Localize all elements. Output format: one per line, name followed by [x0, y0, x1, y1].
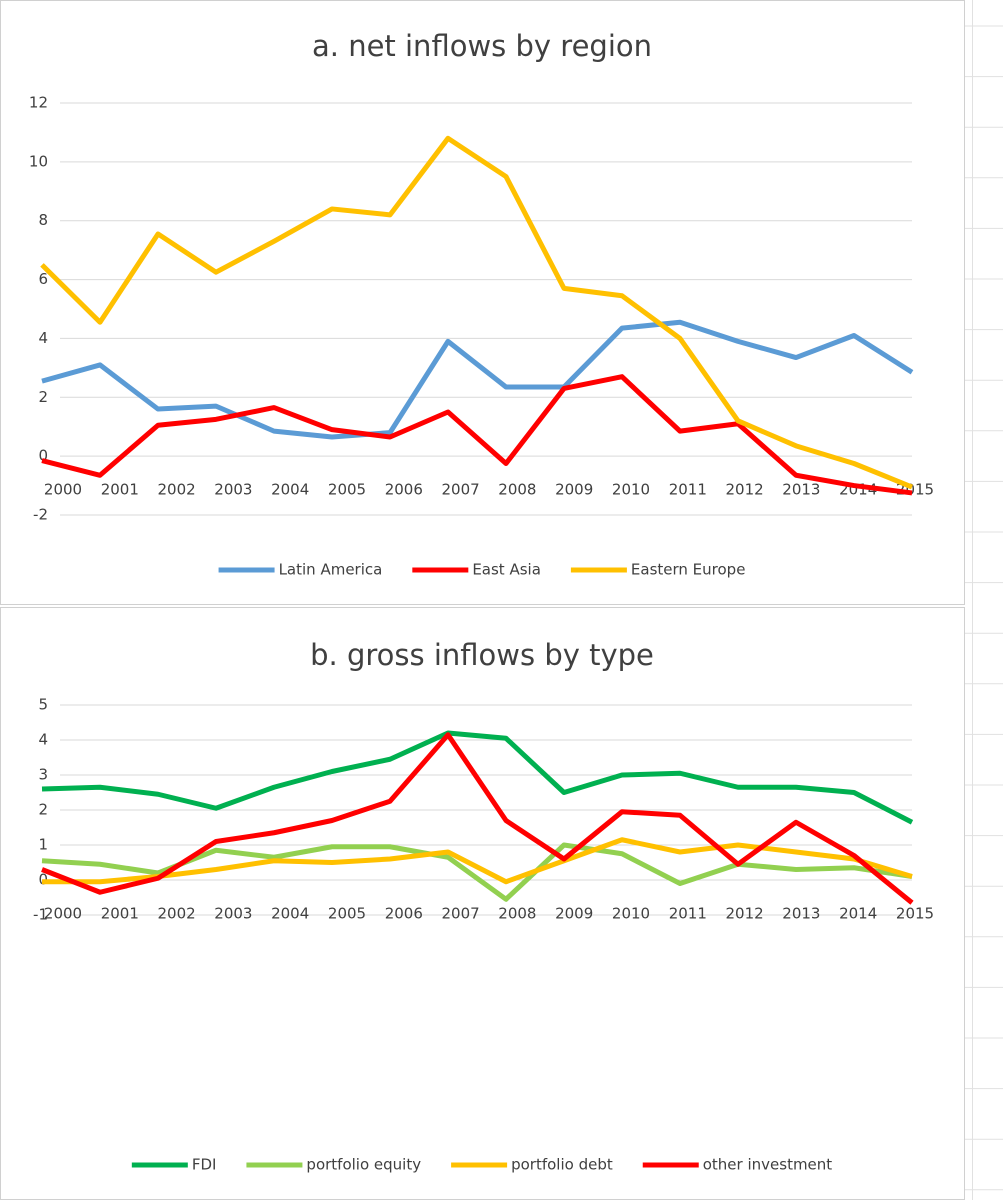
x-tick-label: 2007: [442, 481, 480, 499]
x-tick-label: 2013: [782, 481, 820, 499]
x-tick-label: 2015: [896, 905, 934, 923]
data-line: [41, 319, 914, 440]
x-tick-label: 2008: [498, 905, 536, 923]
legend-label: other investment: [703, 1156, 833, 1174]
legend: Latin America East Asia Eastern Europe: [218, 561, 746, 579]
data-line: [40, 135, 913, 490]
chart-frame: [0, 0, 965, 605]
x-tick-label: 2004: [271, 905, 309, 923]
y-tick-label: 12: [29, 94, 48, 112]
x-tick-label: 2010: [612, 905, 650, 923]
y-tick-label: 10: [29, 152, 48, 170]
x-tick-label: 2003: [214, 481, 252, 499]
data-line: [42, 837, 913, 885]
y-tick-label: 3: [38, 766, 48, 784]
legend-label: Eastern Europe: [631, 561, 746, 579]
data-line: [41, 374, 913, 496]
y-tick-label: 5: [38, 696, 48, 714]
x-tick-label: 2005: [328, 481, 366, 499]
x-tick-label: 2012: [726, 481, 764, 499]
legend-label: Latin America: [279, 561, 383, 579]
y-tick-label: 1: [38, 836, 48, 854]
x-tick-label: 2007: [442, 905, 480, 923]
y-tick-label: 4: [38, 731, 48, 749]
x-tick-label: 2005: [328, 905, 366, 923]
x-tick-label: 2012: [726, 905, 764, 923]
x-tick-label: 2011: [669, 481, 707, 499]
x-tick-label: 2002: [158, 481, 196, 499]
x-tick-label: 2009: [555, 481, 593, 499]
x-tick-label: 2010: [612, 481, 650, 499]
y-tick-label: 2: [38, 801, 48, 819]
y-tick-label: 8: [38, 211, 48, 229]
x-tick-label: 2008: [498, 481, 536, 499]
x-tick-label: 2004: [271, 481, 309, 499]
x-tick-label: 2006: [385, 905, 423, 923]
y-tick-label: 0: [38, 447, 48, 465]
data-line: [41, 730, 914, 825]
legend-label: portfolio equity: [306, 1156, 421, 1174]
x-tick-label: 2000: [44, 481, 82, 499]
chart-title: a. net inflows by region: [312, 29, 652, 63]
y-tick-label: 2: [38, 388, 48, 406]
x-tick-label: 2001: [101, 905, 139, 923]
sheet-grid: [965, 0, 1003, 1200]
x-tick-label: 2014: [839, 905, 877, 923]
x-tick-label: 2002: [158, 905, 196, 923]
x-tick-label: 2003: [214, 905, 252, 923]
legend: FDI portfolio equity portfolio debt other i…: [131, 1156, 833, 1174]
x-tick-label: 2011: [669, 905, 707, 923]
y-tick-label: -1: [33, 906, 48, 924]
legend-label: FDI: [192, 1156, 217, 1174]
chart-title: b. gross inflows by type: [310, 638, 654, 672]
y-tick-label: 4: [38, 329, 48, 347]
y-tick-label: -2: [33, 506, 48, 524]
x-tick-label: 2009: [555, 905, 593, 923]
legend-label: portfolio debt: [511, 1156, 613, 1174]
y-tick-label: 6: [38, 270, 48, 288]
x-tick-label: 2006: [385, 481, 423, 499]
legend-label: East Asia: [472, 561, 541, 579]
x-tick-label: 2000: [44, 905, 82, 923]
x-tick-label: 2001: [101, 481, 139, 499]
data-line: [41, 732, 914, 905]
x-tick-label: 2013: [782, 905, 820, 923]
